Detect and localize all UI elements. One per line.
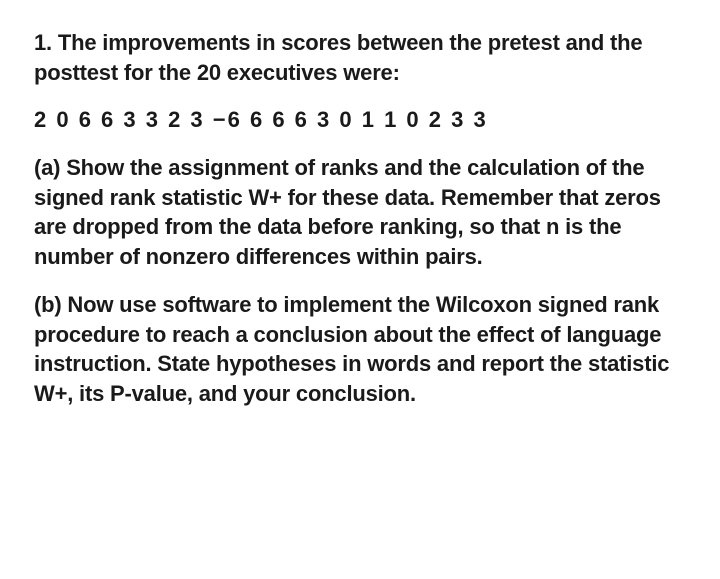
- data-values: 2 0 6 6 3 3 2 3 −6 6 6 6 3 0 1 1 0 2 3 3: [34, 105, 680, 135]
- part-b-text: (b) Now use software to implement the Wi…: [34, 290, 680, 409]
- part-a-text: (a) Show the assignment of ranks and the…: [34, 153, 680, 272]
- question-intro: 1. The improvements in scores between th…: [34, 28, 680, 87]
